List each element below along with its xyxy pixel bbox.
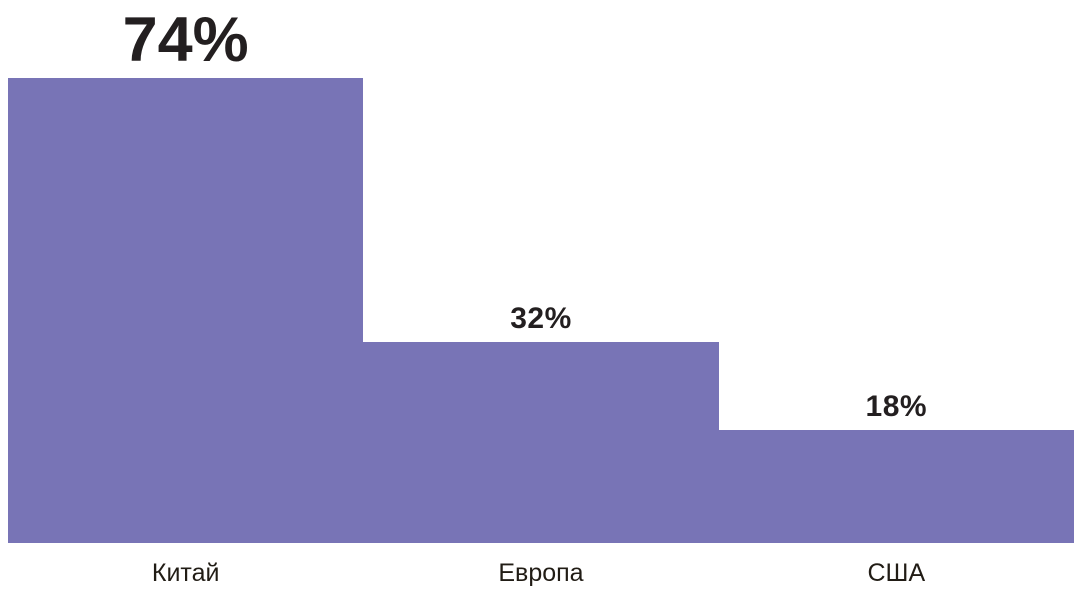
bar-value-label-china: 74% (122, 4, 249, 75)
bar-china (8, 77, 364, 543)
bar-value-label-usa: 18% (865, 389, 928, 423)
bar-value-label-europe: 32% (510, 301, 572, 335)
category-label-china: Китай (151, 559, 220, 587)
bar-group-china: 74% (8, 0, 364, 543)
category-label-usa: США (867, 559, 926, 587)
bar-group-europe: 32% (363, 0, 719, 543)
bars-area: 74% 32% 18% (8, 0, 1074, 543)
bar-group-usa: 18% (718, 0, 1074, 543)
bar-usa (718, 429, 1074, 543)
category-labels-row: Китай Европа США (8, 558, 1074, 588)
bar-europe (363, 341, 719, 543)
category-label-europe: Европа (498, 559, 584, 587)
